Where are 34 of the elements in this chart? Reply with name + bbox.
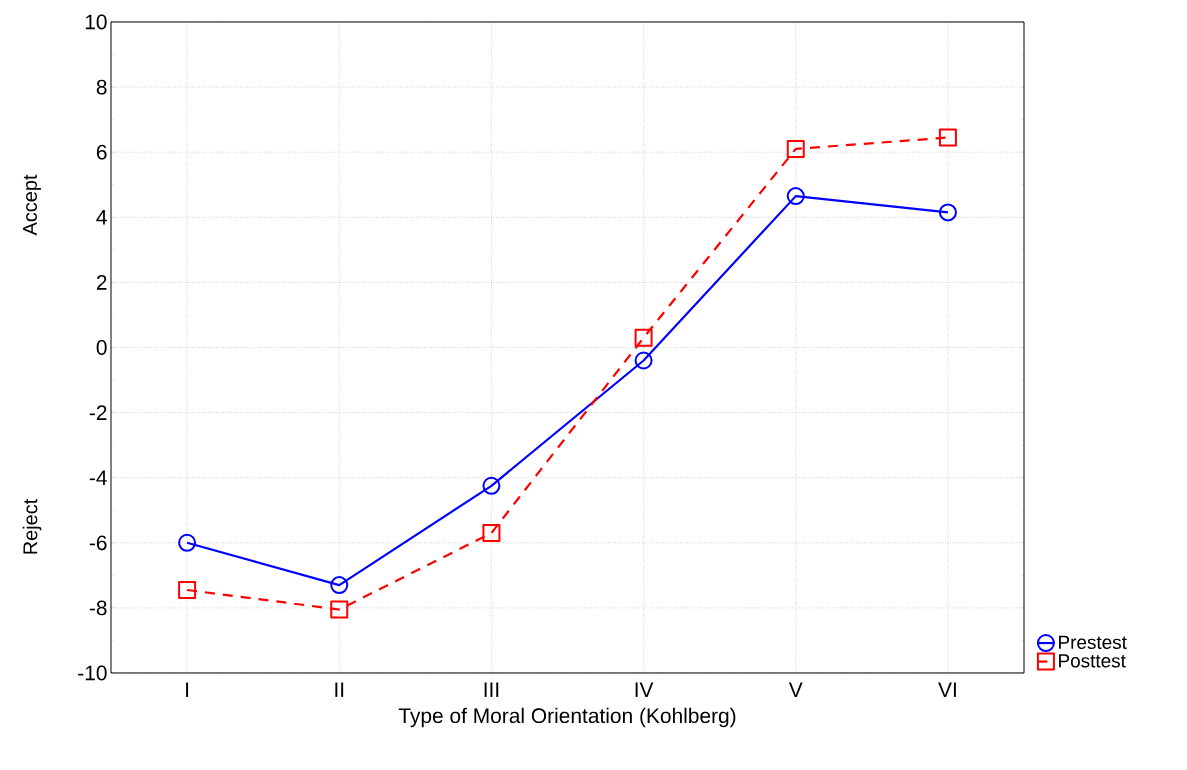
- y-tick-label: -2: [89, 405, 107, 420]
- x-tick-label: V: [788, 682, 803, 697]
- point: [482, 476, 501, 495]
- point: [634, 328, 653, 347]
- x-tick-label: IV: [635, 682, 654, 697]
- point: [330, 600, 349, 619]
- x-tick-label: II: [335, 682, 344, 697]
- y-tick-label: -4: [89, 470, 107, 485]
- y-tick-label: 10: [85, 14, 107, 30]
- point: [786, 139, 805, 158]
- point: [330, 576, 349, 595]
- y-tick-label: -10: [78, 665, 107, 681]
- x-axis-title: Type of Moral Orientation (Kohlberg): [398, 707, 736, 728]
- y-tick-label: 6: [96, 144, 107, 160]
- x-tick-label: VI: [938, 682, 956, 697]
- x-tick-label: I: [186, 682, 189, 697]
- legend-label: Posttest: [1059, 654, 1126, 668]
- text: Accept: [23, 174, 41, 236]
- legend-label: Prestest: [1059, 635, 1127, 649]
- y-tick-label: -6: [89, 535, 107, 551]
- point: [482, 524, 501, 543]
- y-tick-label: 8: [96, 79, 107, 95]
- point: [938, 203, 957, 222]
- y-tick-label: 4: [96, 210, 107, 225]
- point: [178, 533, 197, 552]
- point: [938, 128, 957, 147]
- y-tick-label: 0: [96, 340, 107, 355]
- y-tick-label: 2: [96, 275, 107, 290]
- point: [178, 580, 197, 599]
- point: [786, 187, 805, 206]
- x-tick-label: III: [484, 682, 499, 697]
- y-tick-label: -8: [89, 600, 107, 616]
- text: Reject: [22, 498, 42, 554]
- point: [634, 351, 653, 370]
